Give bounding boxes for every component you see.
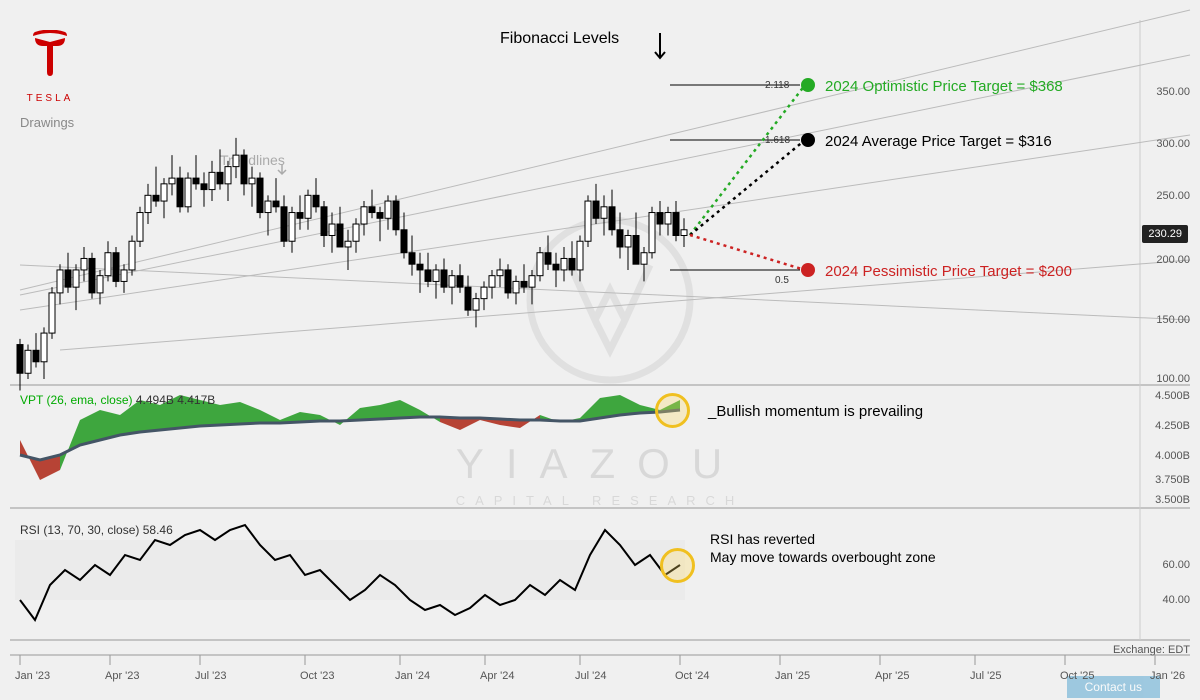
time-axis-tick: Jul '25 — [970, 670, 1001, 682]
vpt-axis-tick: 3.750B — [1155, 474, 1190, 486]
vpt-annotation: _Bullish momentum is prevailing — [708, 403, 923, 420]
rsi-axis-tick: 40.00 — [1162, 594, 1190, 606]
time-axis-tick: Oct '23 — [300, 670, 335, 682]
vpt-highlight-circle-icon — [655, 393, 690, 428]
time-axis-tick: Apr '24 — [480, 670, 515, 682]
rsi-annotation: RSI has reverted May move towards overbo… — [710, 530, 936, 566]
price-axis-tick: 250.00 — [1156, 190, 1190, 202]
fib-ratio-2: 1.618 — [765, 135, 790, 146]
pessimistic-target: 2024 Pessimistic Price Target = $200 — [825, 263, 1072, 280]
time-axis-tick: Jan '24 — [395, 670, 430, 682]
time-axis-tick: Jul '24 — [575, 670, 606, 682]
vpt-values: 4.494B 4.417B — [136, 393, 215, 407]
exchange-label: Exchange: EDT — [1113, 644, 1190, 656]
time-axis-tick: Apr '25 — [875, 670, 910, 682]
rsi-label: RSI (13, 70, 30, close) 58.46 — [20, 523, 173, 537]
vpt-axis-tick: 3.500B — [1155, 494, 1190, 506]
time-axis-tick: Oct '24 — [675, 670, 710, 682]
rsi-annotation-line2: May move towards overbought zone — [710, 548, 936, 566]
price-axis-tick: 350.00 — [1156, 86, 1190, 98]
current-price-tag: 230.29 — [1142, 225, 1188, 243]
rsi-axis-tick: 60.00 — [1162, 559, 1190, 571]
time-axis-tick: Jul '23 — [195, 670, 226, 682]
average-target: 2024 Average Price Target = $316 — [825, 133, 1052, 150]
time-axis-tick: Apr '23 — [105, 670, 140, 682]
optimistic-target: 2024 Optimistic Price Target = $368 — [825, 78, 1063, 95]
vpt-label: VPT (26, ema, close) 4.494B 4.417B — [20, 393, 215, 407]
fib-ratio-1: 2.118 — [765, 80, 789, 91]
time-axis-tick: Jan '26 — [1150, 670, 1185, 682]
vpt-axis-tick: 4.250B — [1155, 420, 1190, 432]
time-axis-tick: Oct '25 — [1060, 670, 1095, 682]
price-axis-tick: 300.00 — [1156, 138, 1190, 150]
rsi-highlight-circle-icon — [660, 548, 695, 583]
price-axis-tick: 200.00 — [1156, 254, 1190, 266]
main-chart[interactable] — [0, 0, 1200, 700]
price-axis-tick: 100.00 — [1156, 373, 1190, 385]
vpt-name: VPT (26, ema, close) — [20, 393, 133, 407]
time-axis-tick: Jan '23 — [15, 670, 50, 682]
vpt-series — [20, 395, 680, 480]
vpt-axis-tick: 4.000B — [1155, 450, 1190, 462]
time-axis-tick: Jan '25 — [775, 670, 810, 682]
vpt-axis-tick: 4.500B — [1155, 390, 1190, 402]
fib-ratio-3: 0.5 — [775, 275, 789, 286]
price-axis-tick: 150.00 — [1156, 314, 1190, 326]
rsi-annotation-line1: RSI has reverted — [710, 530, 936, 548]
candlestick-series — [17, 138, 687, 391]
